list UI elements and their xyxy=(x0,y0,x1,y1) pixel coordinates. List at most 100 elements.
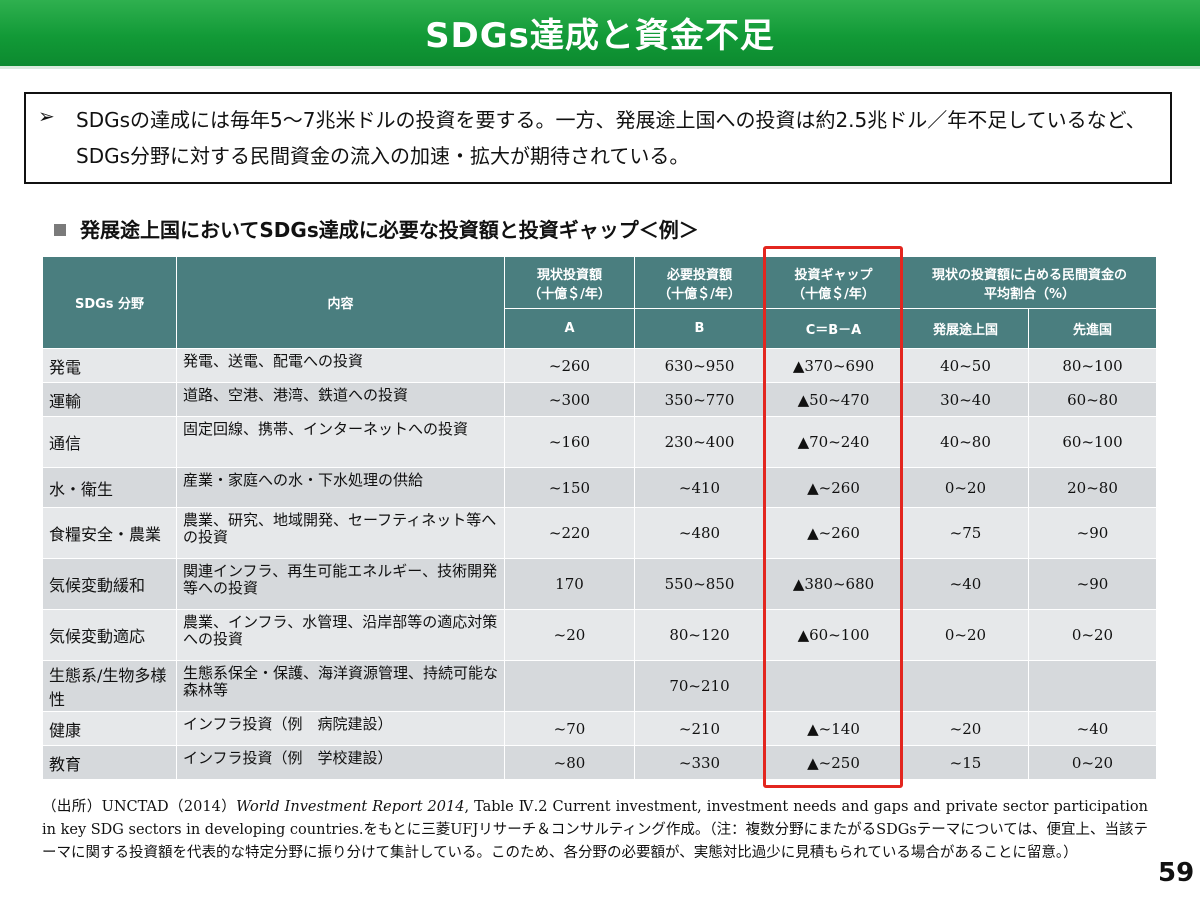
cell-content: インフラ投資（例 病院建設） xyxy=(176,711,505,746)
cell-gap xyxy=(764,660,903,712)
cell-developed: 0~20 xyxy=(1027,745,1158,780)
cell-developed: 80~100 xyxy=(1027,348,1158,383)
cell-gap: ▲~260 xyxy=(764,507,903,559)
cell-content: インフラ投資（例 学校建設） xyxy=(176,745,505,780)
cell-developing: ~75 xyxy=(902,507,1029,559)
table-row: 通信 固定回線、携帯、インターネットへの投資 ~160 230~400 ▲70~… xyxy=(42,416,1158,468)
cell-current: ~20 xyxy=(504,609,635,661)
source-report-title: World Investment Report 2014 xyxy=(236,799,465,815)
table-row: 食糧安全・農業 農業、研究、地域開発、セーフティネット等への投資 ~220 ~4… xyxy=(42,507,1158,559)
cell-content: 生態系保全・保護、海洋資源管理、持続可能な森林等 xyxy=(176,660,505,712)
cell-required: ~330 xyxy=(634,745,765,780)
cell-required: ~480 xyxy=(634,507,765,559)
table-row: 生態系/生物多様性 生態系保全・保護、海洋資源管理、持続可能な森林等 70~21… xyxy=(42,660,1158,712)
square-bullet-icon xyxy=(54,223,66,236)
cell-field: 運輸 xyxy=(42,382,177,417)
header-gap: 投資ギャップ （十億＄/年） xyxy=(764,256,903,309)
title-underline xyxy=(0,66,1200,69)
cell-content: 関連インフラ、再生可能エネルギー、技術開発等への投資 xyxy=(176,558,505,610)
cell-required: 70~210 xyxy=(634,660,765,712)
cell-field: 生態系/生物多様性 xyxy=(42,660,177,712)
cell-developing: 40~80 xyxy=(902,416,1029,468)
cell-developing: 0~20 xyxy=(902,609,1029,661)
table-row: 気候変動緩和 関連インフラ、再生可能エネルギー、技術開発等への投資 170 55… xyxy=(42,558,1158,610)
cell-developed: 20~80 xyxy=(1027,467,1158,508)
cell-required: ~410 xyxy=(634,467,765,508)
table-row: 気候変動適応 農業、インフラ、水管理、沿岸部等の適応対策への投資 ~20 80~… xyxy=(42,609,1158,661)
cell-developing: ~15 xyxy=(902,745,1029,780)
section-title: 発展途上国においてSDGs達成に必要な投資額と投資ギャップ＜例＞ xyxy=(80,218,699,242)
cell-field: 教育 xyxy=(42,745,177,780)
cell-current: 170 xyxy=(504,558,635,610)
cell-developing xyxy=(902,660,1029,712)
cell-current: ~260 xyxy=(504,348,635,383)
cell-developed: ~90 xyxy=(1027,507,1158,559)
header-field: SDGs 分野 xyxy=(42,256,177,349)
cell-gap: ▲~140 xyxy=(764,711,903,746)
header-code-b: B xyxy=(634,308,765,349)
cell-field: 発電 xyxy=(42,348,177,383)
cell-gap: ▲70~240 xyxy=(764,416,903,468)
cell-required: 550~850 xyxy=(634,558,765,610)
header-current: 現状投資額 （十億＄/年） xyxy=(504,256,635,309)
cell-developing: ~40 xyxy=(902,558,1029,610)
title-bar: SDGs達成と資金不足 xyxy=(0,0,1200,66)
cell-required: 80~120 xyxy=(634,609,765,661)
cell-content: 農業、研究、地域開発、セーフティネット等への投資 xyxy=(176,507,505,559)
cell-current: ~70 xyxy=(504,711,635,746)
header-content: 内容 xyxy=(176,256,505,349)
header-developing: 発展途上国 xyxy=(902,308,1029,349)
header-code-c: C＝B－A xyxy=(764,308,903,349)
cell-gap: ▲60~100 xyxy=(764,609,903,661)
cell-gap: ▲370~690 xyxy=(764,348,903,383)
table-row: 運輸 道路、空港、港湾、鉄道への投資 ~300 350~770 ▲50~470 … xyxy=(42,382,1158,417)
cell-field: 気候変動緩和 xyxy=(42,558,177,610)
header-developed: 先進国 xyxy=(1027,308,1158,349)
cell-current: ~160 xyxy=(504,416,635,468)
cell-current: ~220 xyxy=(504,507,635,559)
cell-developing: 0~20 xyxy=(902,467,1029,508)
cell-developed: ~40 xyxy=(1027,711,1158,746)
cell-required: 230~400 xyxy=(634,416,765,468)
table-row: 教育 インフラ投資（例 学校建設） ~80 ~330 ▲~250 ~15 0~2… xyxy=(42,745,1158,780)
cell-field: 通信 xyxy=(42,416,177,468)
cell-current: ~150 xyxy=(504,467,635,508)
cell-gap: ▲50~470 xyxy=(764,382,903,417)
page-number: 59 xyxy=(1158,858,1195,888)
cell-field: 食糧安全・農業 xyxy=(42,507,177,559)
cell-developed xyxy=(1027,660,1158,712)
cell-content: 道路、空港、港湾、鉄道への投資 xyxy=(176,382,505,417)
cell-content: 産業・家庭への水・下水処理の供給 xyxy=(176,467,505,508)
page-title: SDGs達成と資金不足 xyxy=(425,16,775,56)
gap-column-highlight xyxy=(763,246,903,788)
cell-current: ~80 xyxy=(504,745,635,780)
cell-required: 350~770 xyxy=(634,382,765,417)
cell-current: ~300 xyxy=(504,382,635,417)
cell-content: 発電、送電、配電への投資 xyxy=(176,348,505,383)
cell-current xyxy=(504,660,635,712)
cell-required: ~210 xyxy=(634,711,765,746)
arrow-bullet-icon: ➢ xyxy=(38,104,55,128)
summary-box: ➢ SDGsの達成には毎年5～7兆米ドルの投資を要する。一方、発展途上国への投資… xyxy=(24,92,1172,184)
cell-required: 630~950 xyxy=(634,348,765,383)
table-row: 健康 インフラ投資（例 病院建設） ~70 ~210 ▲~140 ~20 ~40 xyxy=(42,711,1158,746)
investment-table: SDGs 分野 内容 現状投資額 （十億＄/年） 必要投資額 （十億＄/年） 投資ギ… xyxy=(42,256,1158,780)
section-heading: 発展途上国においてSDGs達成に必要な投資額と投資ギャップ＜例＞ xyxy=(54,214,699,243)
cell-developing: 40~50 xyxy=(902,348,1029,383)
header-private: 現状の投資額に占める民間資金の 平均割合（%） xyxy=(901,256,1158,309)
table-row: 発電 発電、送電、配電への投資 ~260 630~950 ▲370~690 40… xyxy=(42,348,1158,383)
header-required: 必要投資額 （十億＄/年） xyxy=(634,256,765,309)
summary-text: SDGsの達成には毎年5～7兆米ドルの投資を要する。一方、発展途上国への投資は約… xyxy=(76,108,1146,168)
cell-gap: ▲380~680 xyxy=(764,558,903,610)
cell-field: 健康 xyxy=(42,711,177,746)
cell-content: 農業、インフラ、水管理、沿岸部等の適応対策への投資 xyxy=(176,609,505,661)
cell-developed: 0~20 xyxy=(1027,609,1158,661)
source-note: （出所）UNCTAD（2014）World Investment Report … xyxy=(42,799,1149,861)
cell-content: 固定回線、携帯、インターネットへの投資 xyxy=(176,416,505,468)
table-row: 水・衛生 産業・家庭への水・下水処理の供給 ~150 ~410 ▲~260 0~… xyxy=(42,467,1158,508)
cell-developing: ~20 xyxy=(902,711,1029,746)
cell-developed: 60~100 xyxy=(1027,416,1158,468)
cell-field: 水・衛生 xyxy=(42,467,177,508)
cell-developed: 60~80 xyxy=(1027,382,1158,417)
cell-developing: 30~40 xyxy=(902,382,1029,417)
